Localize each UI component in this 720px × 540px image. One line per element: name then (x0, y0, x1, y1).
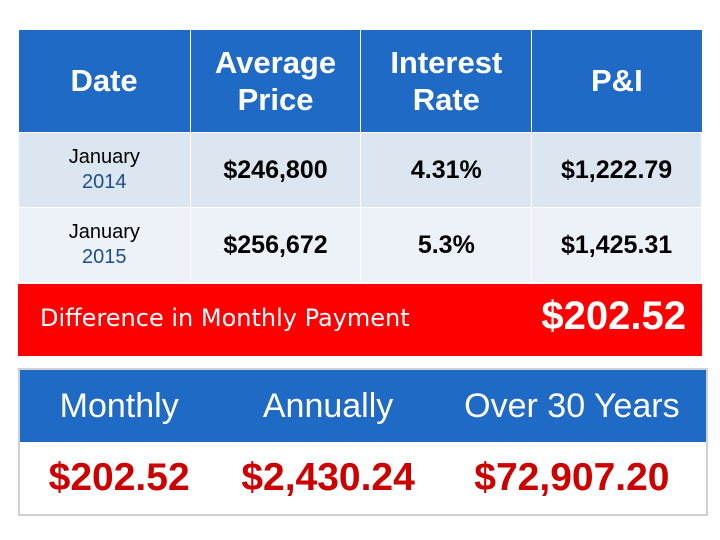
summary-value-annually: $2,430.24 (218, 442, 438, 515)
header-date: Date (18, 30, 191, 133)
summary-value-row: $202.52 $2,430.24 $72,907.20 (19, 442, 707, 515)
date-cell: January 2015 (18, 207, 191, 283)
summary-value-monthly: $202.52 (19, 442, 219, 515)
payment-summary-table: Monthly Annually Over 30 Years $202.52 $… (18, 368, 708, 516)
difference-value: $202.52 (541, 294, 686, 338)
summary-header-row: Monthly Annually Over 30 Years (19, 369, 707, 442)
summary-header-annually: Annually (218, 369, 438, 442)
rate-cell: 4.31% (360, 132, 533, 208)
price-cell: $246,800 (189, 132, 362, 208)
price-cell: $256,672 (189, 207, 362, 283)
difference-label: Difference in Monthly Payment (40, 304, 410, 332)
summary-header-30-years: Over 30 Years (437, 369, 707, 442)
rate-cell: 5.3% (360, 207, 533, 283)
header-interest-rate: Interest Rate (360, 30, 533, 133)
summary-header-monthly: Monthly (19, 369, 219, 442)
pi-cell: $1,222.79 (531, 132, 702, 208)
mortgage-comparison-table: Date Average Price Interest Rate P&I Janua… (18, 30, 702, 283)
date-cell: January 2014 (18, 132, 191, 208)
header-row: Date Average Price Interest Rate P&I (18, 30, 702, 133)
header-average-price: Average Price (190, 30, 362, 133)
pi-cell: $1,425.31 (531, 207, 702, 283)
header-pi: P&I (531, 30, 702, 133)
table-row: January 2015 $256,672 5.3% $1,425.31 (18, 207, 702, 283)
summary-value-30-years: $72,907.20 (437, 442, 707, 515)
difference-banner: Difference in Monthly Payment $202.52 (18, 284, 702, 356)
table-row: January 2014 $246,800 4.31% $1,222.79 (18, 132, 702, 208)
